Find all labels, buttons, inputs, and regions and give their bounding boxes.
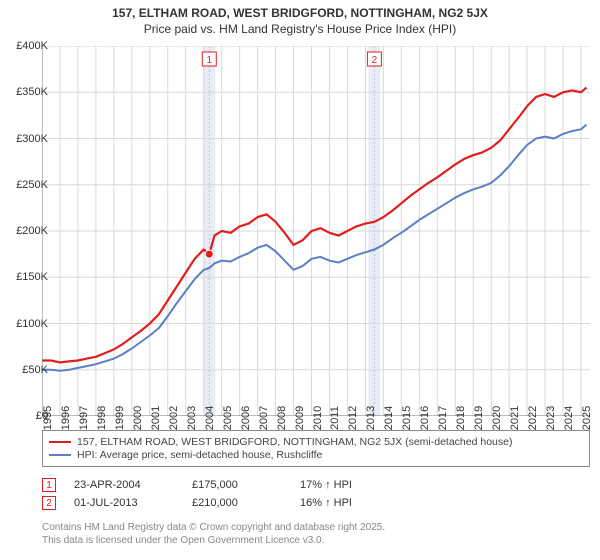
y-tick-label: £400K bbox=[4, 40, 48, 52]
x-tick-label: 2002 bbox=[168, 406, 180, 430]
y-tick-label: £200K bbox=[4, 225, 48, 237]
x-tick-label: 2003 bbox=[186, 406, 198, 430]
event-date: 23-APR-2004 bbox=[74, 479, 174, 491]
y-tick-label: £50K bbox=[4, 364, 48, 376]
title-block: 157, ELTHAM ROAD, WEST BRIDGFORD, NOTTIN… bbox=[0, 0, 600, 36]
event-pct: 17% ↑ HPI bbox=[300, 479, 400, 491]
event-row: 2 01-JUL-2013 £210,000 16% ↑ HPI bbox=[42, 496, 590, 510]
x-tick-label: 1998 bbox=[96, 406, 108, 430]
x-tick-label: 1997 bbox=[78, 406, 90, 430]
x-tick-label: 2020 bbox=[491, 406, 503, 430]
x-tick-label: 1995 bbox=[42, 406, 54, 430]
event-marker-number: 2 bbox=[372, 55, 378, 66]
x-tick-label: 2008 bbox=[276, 406, 288, 430]
event-row: 1 23-APR-2004 £175,000 17% ↑ HPI bbox=[42, 478, 590, 492]
x-tick-label: 2015 bbox=[401, 406, 413, 430]
x-tick-label: 2007 bbox=[258, 406, 270, 430]
title-subtitle: Price paid vs. HM Land Registry's House … bbox=[0, 22, 600, 36]
footer-line2: This data is licensed under the Open Gov… bbox=[42, 535, 590, 548]
x-tick-label: 2024 bbox=[563, 406, 575, 430]
event-date: 01-JUL-2013 bbox=[74, 497, 174, 509]
x-tick-label: 1999 bbox=[114, 406, 126, 430]
title-address: 157, ELTHAM ROAD, WEST BRIDGFORD, NOTTIN… bbox=[0, 6, 600, 20]
x-tick-label: 2018 bbox=[455, 406, 467, 430]
footer-line1: Contains HM Land Registry data © Crown c… bbox=[42, 522, 590, 535]
legend-swatch-series2 bbox=[49, 454, 71, 456]
y-tick-label: £350K bbox=[4, 86, 48, 98]
event-pct: 16% ↑ HPI bbox=[300, 497, 400, 509]
legend-row-series2: HPI: Average price, semi-detached house,… bbox=[49, 449, 583, 461]
x-tick-label: 2012 bbox=[347, 406, 359, 430]
events-table: 1 23-APR-2004 £175,000 17% ↑ HPI 2 01-JUL-201… bbox=[42, 474, 590, 514]
legend: 157, ELTHAM ROAD, WEST BRIDGFORD, NOTTIN… bbox=[42, 430, 590, 467]
x-tick-label: 2013 bbox=[365, 406, 377, 430]
x-tick-label: 2022 bbox=[527, 406, 539, 430]
legend-label-series2: HPI: Average price, semi-detached house,… bbox=[77, 449, 322, 461]
x-tick-label: 2005 bbox=[222, 406, 234, 430]
chart-container: 157, ELTHAM ROAD, WEST BRIDGFORD, NOTTIN… bbox=[0, 0, 600, 560]
x-tick-label: 1996 bbox=[60, 406, 72, 430]
x-tick-label: 2006 bbox=[240, 406, 252, 430]
x-tick-label: 2021 bbox=[509, 406, 521, 430]
x-tick-label: 2016 bbox=[419, 406, 431, 430]
y-tick-label: £250K bbox=[4, 179, 48, 191]
event-price: £175,000 bbox=[192, 479, 282, 491]
event-price: £210,000 bbox=[192, 497, 282, 509]
x-tick-label: 2004 bbox=[204, 406, 216, 430]
x-tick-label: 2009 bbox=[294, 406, 306, 430]
x-tick-label: 2023 bbox=[545, 406, 557, 430]
x-tick-label: 2019 bbox=[473, 406, 485, 430]
sale-marker bbox=[205, 250, 213, 258]
legend-swatch-series1 bbox=[49, 441, 71, 443]
event-marker-number: 1 bbox=[206, 55, 212, 66]
footer: Contains HM Land Registry data © Crown c… bbox=[42, 522, 590, 547]
price-chart: 12 bbox=[42, 46, 590, 416]
x-tick-label: 2017 bbox=[437, 406, 449, 430]
event-marker: 1 bbox=[42, 478, 56, 492]
x-tick-label: 2000 bbox=[132, 406, 144, 430]
legend-row-series1: 157, ELTHAM ROAD, WEST BRIDGFORD, NOTTIN… bbox=[49, 436, 583, 448]
y-tick-label: £100K bbox=[4, 318, 48, 330]
x-tick-label: 2011 bbox=[329, 406, 341, 430]
event-marker: 2 bbox=[42, 496, 56, 510]
x-tick-label: 2001 bbox=[150, 406, 162, 430]
y-tick-label: £150K bbox=[4, 271, 48, 283]
legend-label-series1: 157, ELTHAM ROAD, WEST BRIDGFORD, NOTTIN… bbox=[77, 436, 512, 448]
x-tick-label: 2025 bbox=[581, 406, 593, 430]
x-tick-label: 2014 bbox=[383, 406, 395, 430]
x-tick-label: 2010 bbox=[312, 406, 324, 430]
y-tick-label: £300K bbox=[4, 133, 48, 145]
